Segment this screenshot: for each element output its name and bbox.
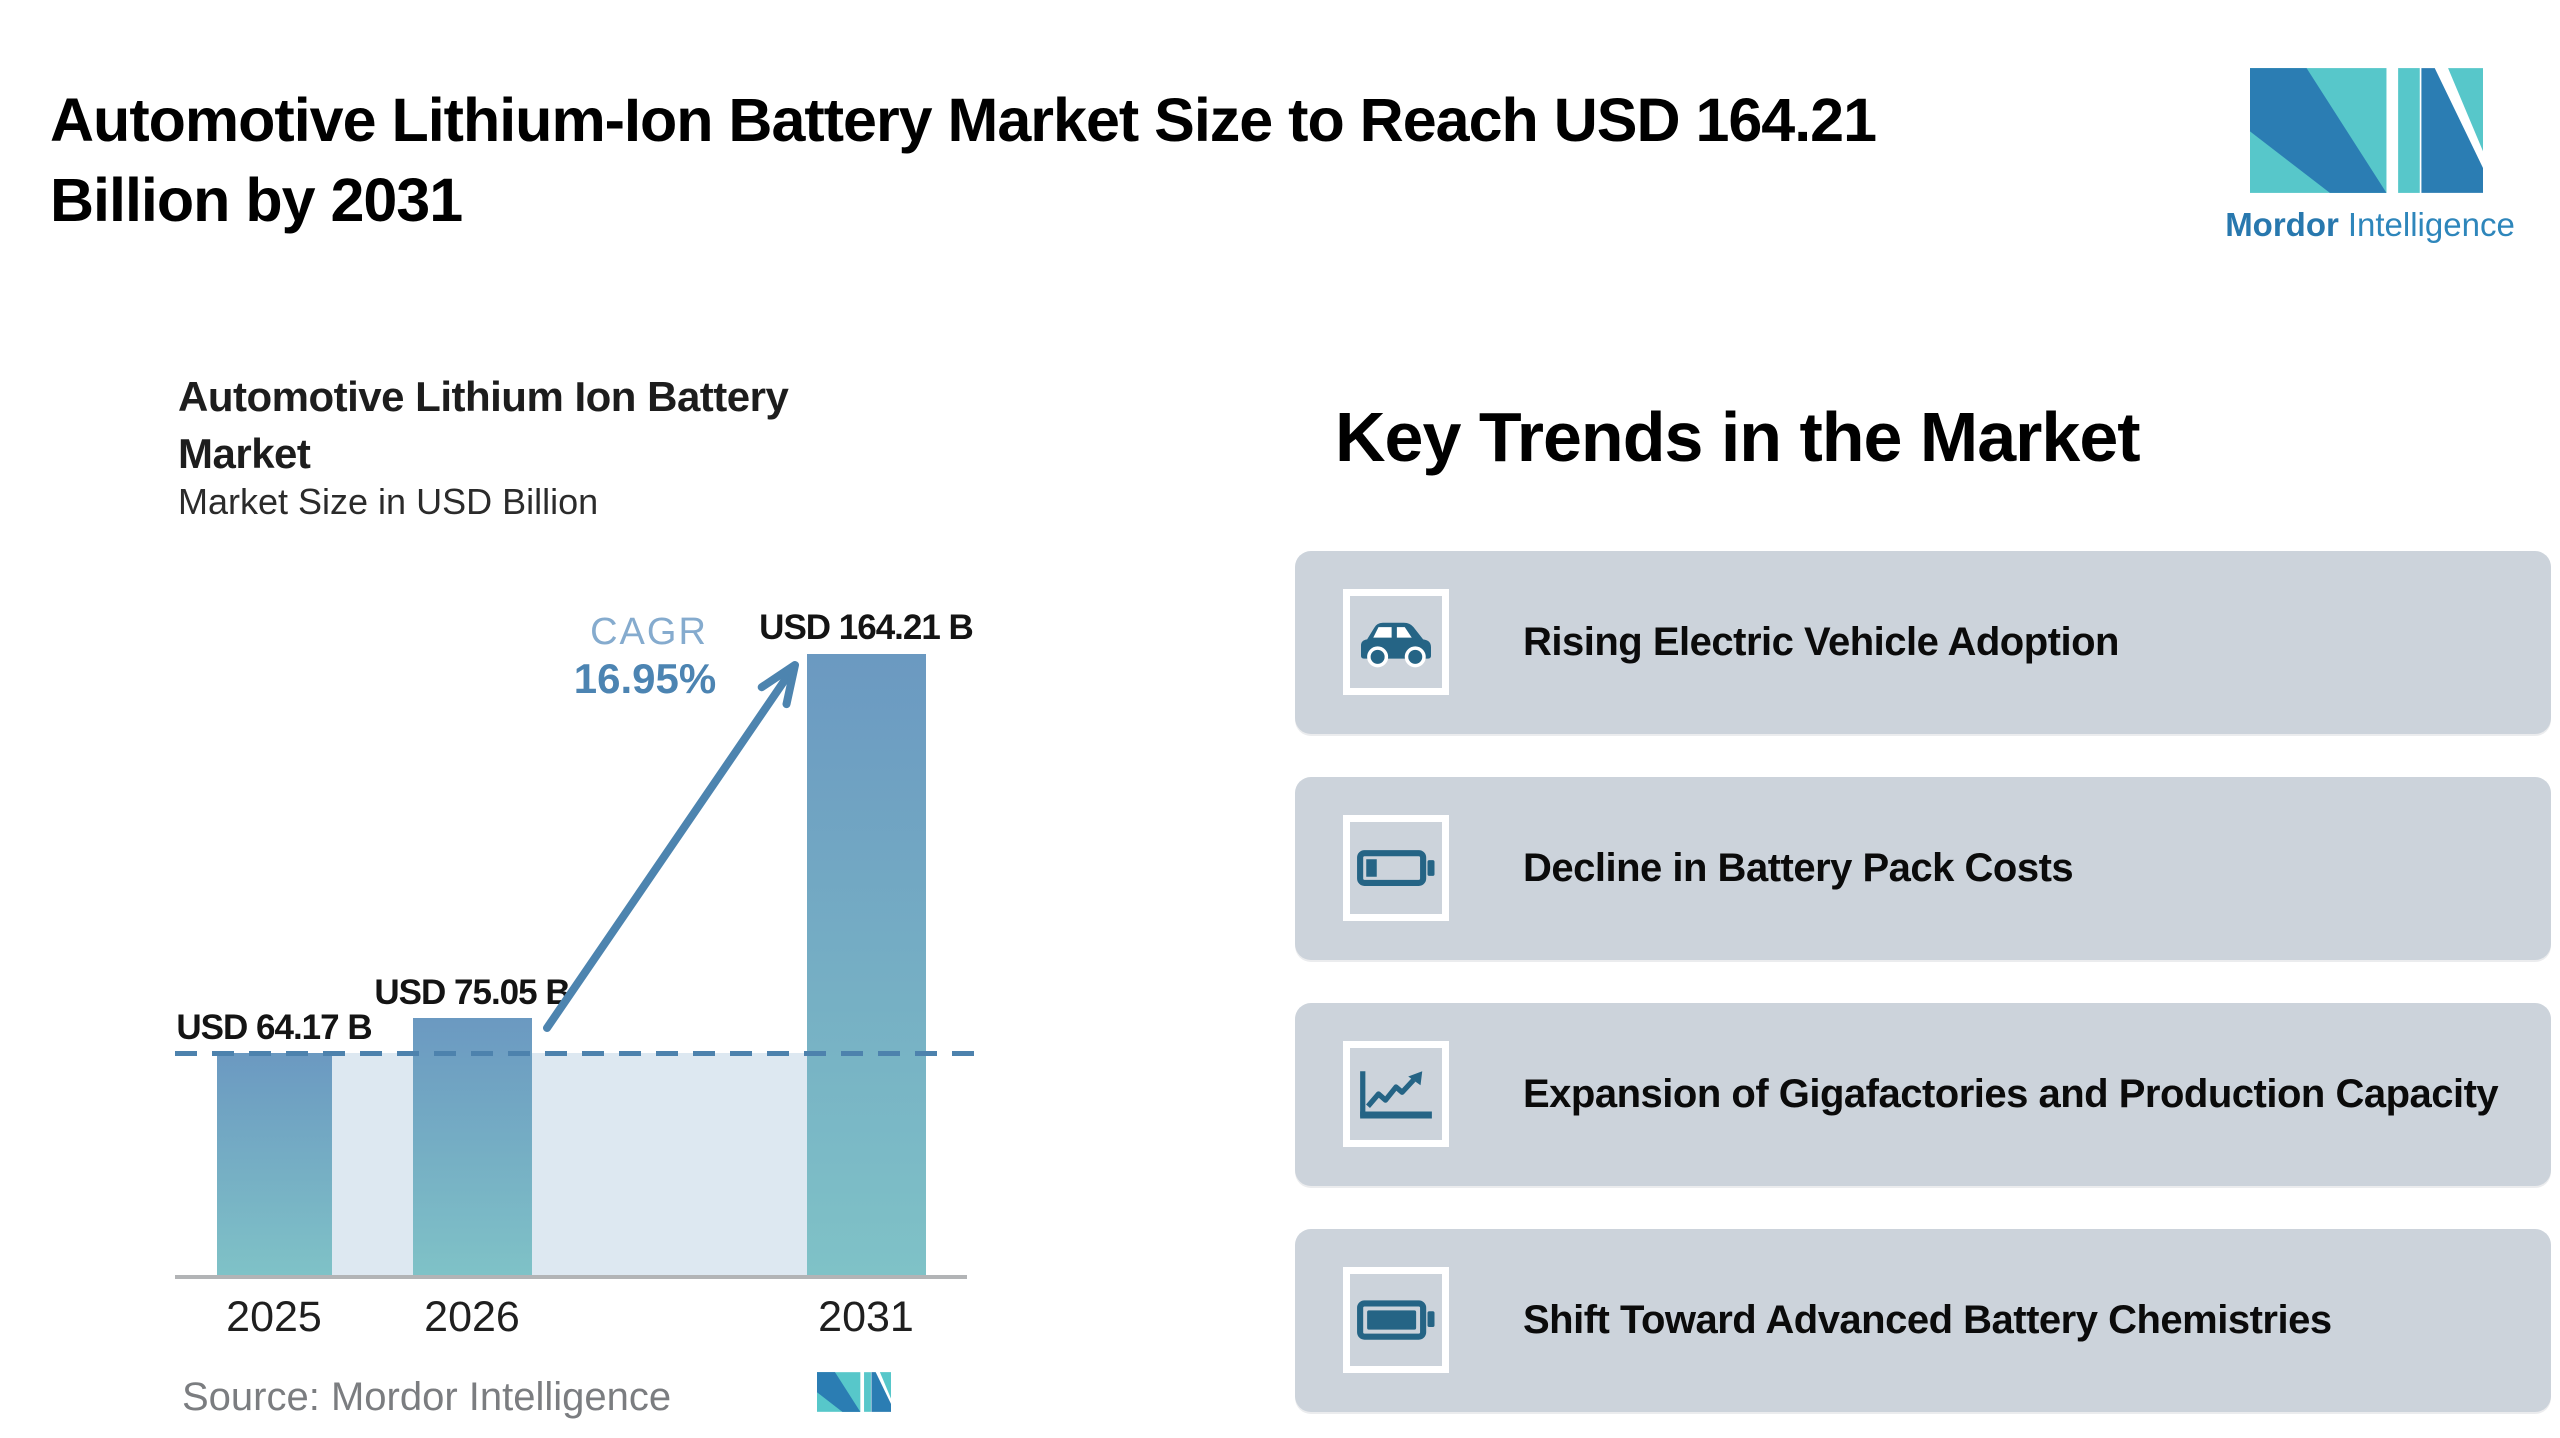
battery-full-icon bbox=[1357, 1300, 1435, 1340]
page-title: Automotive Lithium-Ion Battery Market Si… bbox=[50, 80, 2200, 240]
bar-value-label-2031: USD 164.21 B bbox=[759, 608, 974, 647]
x-axis-line bbox=[175, 1275, 967, 1279]
trend-icon-box bbox=[1343, 589, 1449, 695]
market-size-chart-card: Automotive Lithium Ion Battery Market Ma… bbox=[145, 345, 986, 1438]
x-tick-2031: 2031 bbox=[818, 1293, 914, 1341]
trend-label: Decline in Battery Pack Costs bbox=[1523, 846, 2074, 890]
logo-wordmark: Mordor Intelligence bbox=[2212, 206, 2528, 244]
trend-card-ev-adoption: Rising Electric Vehicle Adoption bbox=[1295, 551, 2551, 734]
trend-icon-box bbox=[1343, 1041, 1449, 1147]
mordor-logo-icon bbox=[2250, 68, 2483, 193]
reference-dashed-line bbox=[175, 1051, 975, 1056]
bar-2031 bbox=[807, 654, 926, 1275]
bar-2025 bbox=[217, 1053, 332, 1275]
trend-card-gigafactories: Expansion of Gigafactories and Productio… bbox=[1295, 1003, 2551, 1186]
cagr-label: CAGR bbox=[590, 611, 708, 653]
trend-icon-box bbox=[1343, 1267, 1449, 1373]
trend-label: Shift Toward Advanced Battery Chemistrie… bbox=[1523, 1298, 2332, 1342]
cagr-value: 16.95% bbox=[573, 655, 717, 702]
mordor-intelligence-logo: Mordor Intelligence bbox=[2212, 0, 2528, 315]
trend-icon-box bbox=[1343, 815, 1449, 921]
trend-label: Expansion of Gigafactories and Productio… bbox=[1523, 1072, 2499, 1116]
chart-title-line1: Automotive Lithium Ion Battery bbox=[178, 373, 789, 420]
car-icon bbox=[1361, 622, 1431, 668]
mordor-logo-small-icon bbox=[817, 1372, 891, 1412]
page-title-line2: Billion by 2031 bbox=[50, 166, 463, 234]
chart-title-line2: Market bbox=[178, 430, 311, 477]
chart-source: Source: Mordor Intelligence bbox=[182, 1375, 672, 1419]
x-tick-2025: 2025 bbox=[226, 1293, 322, 1341]
chart-title: Automotive Lithium Ion Battery Market bbox=[178, 368, 789, 482]
key-trends-heading: Key Trends in the Market bbox=[1335, 398, 2141, 476]
bar-value-label-2025: USD 64.17 B bbox=[176, 1008, 372, 1047]
page-title-line1: Automotive Lithium-Ion Battery Market Si… bbox=[50, 86, 1877, 154]
chart-subtitle: Market Size in USD Billion bbox=[178, 481, 599, 522]
bar-2026 bbox=[413, 1018, 532, 1275]
trend-card-battery-costs: Decline in Battery Pack Costs bbox=[1295, 777, 2551, 960]
bar-value-label-2026: USD 75.05 B bbox=[374, 973, 570, 1012]
trend-label: Rising Electric Vehicle Adoption bbox=[1523, 620, 2119, 664]
x-tick-2026: 2026 bbox=[424, 1293, 520, 1341]
battery-low-icon bbox=[1357, 850, 1435, 886]
logo-text-intelligence: Intelligence bbox=[2347, 206, 2515, 243]
growth-chart-icon bbox=[1360, 1071, 1432, 1119]
logo-text-mordor: Mordor bbox=[2225, 206, 2339, 243]
trend-card-battery-chemistries: Shift Toward Advanced Battery Chemistrie… bbox=[1295, 1229, 2551, 1412]
